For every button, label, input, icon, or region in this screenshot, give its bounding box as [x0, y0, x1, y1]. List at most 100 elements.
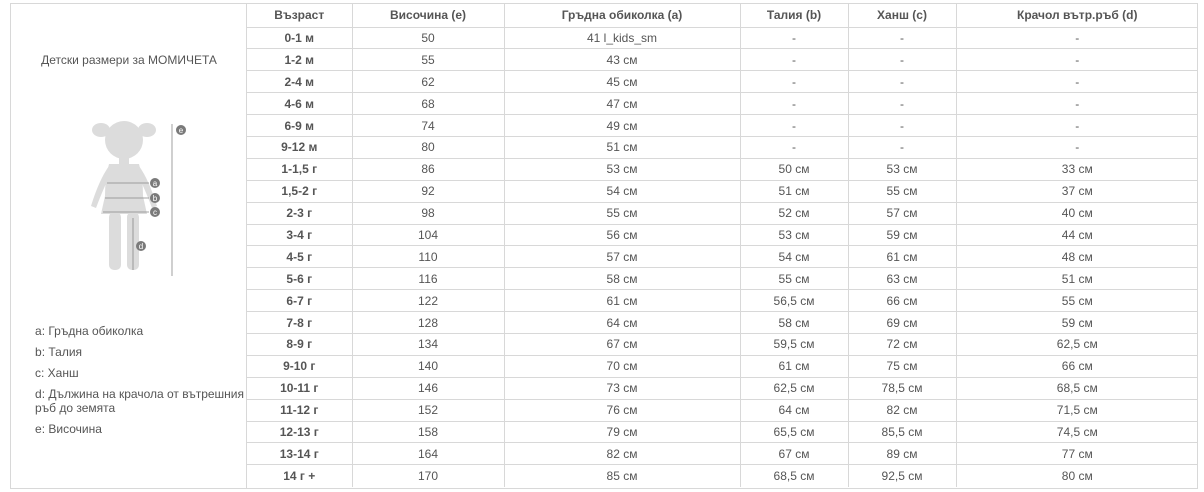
cell-inseam: -: [955, 48, 1198, 72]
cell-waist: 54 см: [739, 245, 849, 269]
cell-chest: 56 см: [503, 223, 741, 247]
cell-height: 116: [351, 267, 505, 291]
cell-inseam: 55 см: [955, 289, 1198, 313]
table-row: 6-9 м 74 49 см - - -: [247, 114, 1198, 137]
cell-inseam: -: [955, 70, 1198, 94]
cell-hip: -: [847, 26, 957, 50]
cell-waist: -: [739, 92, 849, 116]
cell-age: 9-10 г: [247, 354, 353, 378]
cell-height: 80: [351, 135, 505, 159]
cell-inseam: 74,5 см: [955, 420, 1198, 444]
table-row: 0-1 м 50 41 l_kids_sm - - -: [247, 26, 1198, 50]
marker-d: d: [139, 242, 143, 251]
cell-chest: 45 см: [503, 70, 741, 94]
cell-hip: 59 см: [847, 223, 957, 247]
cell-height: 140: [351, 354, 505, 378]
cell-waist: 67 см: [739, 442, 849, 466]
cell-height: 86: [351, 157, 505, 181]
cell-inseam: 80 см: [955, 464, 1198, 487]
cell-chest: 53 см: [503, 157, 741, 181]
legend-item: e: Височина: [35, 422, 102, 436]
cell-hip: 63 см: [847, 267, 957, 291]
cell-waist: 59,5 см: [739, 332, 849, 356]
cell-inseam: 48 см: [955, 245, 1198, 269]
cell-height: 152: [351, 398, 505, 422]
table-row: 2-4 м 62 45 см - - -: [247, 70, 1198, 94]
cell-height: 98: [351, 201, 505, 225]
cell-waist: -: [739, 70, 849, 94]
table-row: 13-14 г 164 82 см 67 см 89 см 77 см: [247, 442, 1198, 466]
cell-chest: 82 см: [503, 442, 741, 466]
header-hip: Ханш (c): [847, 4, 957, 28]
cell-age: 12-13 г: [247, 420, 353, 444]
cell-waist: 61 см: [739, 354, 849, 378]
cell-hip: -: [847, 48, 957, 72]
cell-hip: 53 см: [847, 157, 957, 181]
cell-waist: -: [739, 114, 849, 137]
cell-age: 1-2 м: [247, 48, 353, 72]
cell-hip: 57 см: [847, 201, 957, 225]
cell-age: 4-5 г: [247, 245, 353, 269]
marker-c: c: [153, 208, 157, 217]
cell-hip: 55 см: [847, 179, 957, 203]
header-inseam: Крачол вътр.ръб (d): [955, 4, 1198, 28]
cell-inseam: 44 см: [955, 223, 1198, 247]
cell-inseam: -: [955, 26, 1198, 50]
cell-chest: 76 см: [503, 398, 741, 422]
cell-waist: 53 см: [739, 223, 849, 247]
cell-chest: 85 см: [503, 464, 741, 487]
marker-e: e: [179, 126, 184, 135]
cell-age: 2-3 г: [247, 201, 353, 225]
size-table-body: 0-1 м 50 41 l_kids_sm - - -1-2 м 55 43 см - - -2-4…: [247, 26, 1198, 487]
cell-waist: 51 см: [739, 179, 849, 203]
cell-age: 6-7 г: [247, 289, 353, 313]
cell-waist: 62,5 см: [739, 376, 849, 400]
cell-age: 1-1,5 г: [247, 157, 353, 181]
table-row: 9-12 м 80 51 см - - -: [247, 135, 1198, 159]
cell-chest: 54 см: [503, 179, 741, 203]
cell-inseam: 37 см: [955, 179, 1198, 203]
table-row: 3-4 г 104 56 см 53 см 59 см 44 см: [247, 223, 1198, 247]
cell-hip: 72 см: [847, 332, 957, 356]
cell-height: 164: [351, 442, 505, 466]
table-row: 14 г +170 85 см 68,5 см 92,5 см 80 см: [247, 464, 1198, 487]
size-chart: Детски размери за МОМИЧЕТА: [10, 3, 1198, 489]
cell-age: 9-12 м: [247, 135, 353, 159]
cell-inseam: 40 см: [955, 201, 1198, 225]
cell-chest: 70 см: [503, 354, 741, 378]
cell-height: 50: [351, 26, 505, 50]
cell-chest: 41 l_kids_sm: [503, 26, 741, 50]
cell-age: 7-8 г: [247, 311, 353, 334]
cell-hip: 85,5 см: [847, 420, 957, 444]
cell-age: 13-14 г: [247, 442, 353, 466]
cell-waist: 58 см: [739, 311, 849, 334]
cell-height: 62: [351, 70, 505, 94]
table-row: 9-10 г 140 70 см 61 см 75 см 66 см: [247, 354, 1198, 378]
cell-chest: 79 см: [503, 420, 741, 444]
cell-inseam: 62,5 см: [955, 332, 1198, 356]
table-row: 7-8 г 128 64 см 58 см 69 см 59 см: [247, 311, 1198, 334]
cell-height: 128: [351, 311, 505, 334]
cell-age: 2-4 м: [247, 70, 353, 94]
cell-hip: 66 см: [847, 289, 957, 313]
cell-waist: 64 см: [739, 398, 849, 422]
header-height: Височина (e): [351, 4, 505, 28]
cell-chest: 67 см: [503, 332, 741, 356]
cell-height: 170: [351, 464, 505, 487]
cell-waist: 50 см: [739, 157, 849, 181]
cell-hip: -: [847, 114, 957, 137]
table-row: 5-6 г 116 58 см 55 см 63 см 51 см: [247, 267, 1198, 291]
cell-inseam: 77 см: [955, 442, 1198, 466]
cell-age: 6-9 м: [247, 114, 353, 137]
table-row: 12-13 г 158 79 см 65,5 см 85,5 см 74,5 см: [247, 420, 1198, 444]
cell-inseam: -: [955, 114, 1198, 137]
cell-waist: 52 см: [739, 201, 849, 225]
cell-height: 74: [351, 114, 505, 137]
cell-height: 122: [351, 289, 505, 313]
legend-item: b: Талия: [35, 345, 83, 359]
legend-item: c: Ханш: [35, 366, 79, 380]
table-row: 4-5 г 110 57 см 54 см 61 см 48 см: [247, 245, 1198, 269]
cell-inseam: 33 см: [955, 157, 1198, 181]
table-row: 11-12 г 152 76 см 64 см 82 см 71,5 см: [247, 398, 1198, 422]
cell-waist: 68,5 см: [739, 464, 849, 487]
